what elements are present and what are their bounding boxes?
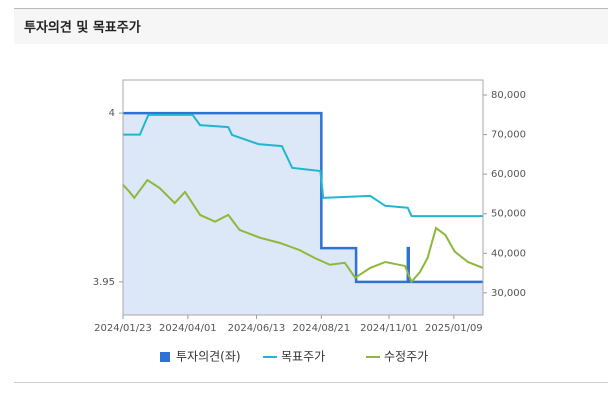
legend-swatch <box>160 352 170 362</box>
y2-tick-label: 80,000 <box>491 90 526 101</box>
x-tick-label: 2024/06/13 <box>228 323 286 334</box>
x-tick-label: 2024/08/21 <box>293 323 351 334</box>
plot-outline <box>122 79 484 316</box>
x-tick-label: 2024/04/01 <box>159 323 217 334</box>
area <box>123 113 483 315</box>
y2-tick-label: 50,000 <box>491 209 526 220</box>
series-line <box>122 178 484 284</box>
legend-label: 투자의견(좌) <box>176 350 241 364</box>
y2-tick-label: 30,000 <box>491 288 526 299</box>
x-tick-label: 2025/01/09 <box>425 323 483 334</box>
y2-tick-label: 70,000 <box>491 130 526 141</box>
y-tick-label: 4 <box>109 108 115 119</box>
series-line <box>123 113 483 218</box>
header-title: 투자의견 및 목표주가 <box>24 20 141 36</box>
legend-label: 수정주가 <box>384 350 428 364</box>
y2-tick-label: 60,000 <box>491 169 526 180</box>
x-tick-label: 2024/01/23 <box>94 323 152 334</box>
x-tick-label: 2024/11/01 <box>360 323 418 334</box>
y-tick-label: 3.95 <box>93 277 115 288</box>
y2-tick-label: 40,000 <box>491 248 526 259</box>
legend-label: 목표주가 <box>281 350 325 364</box>
header-bg <box>14 9 608 44</box>
